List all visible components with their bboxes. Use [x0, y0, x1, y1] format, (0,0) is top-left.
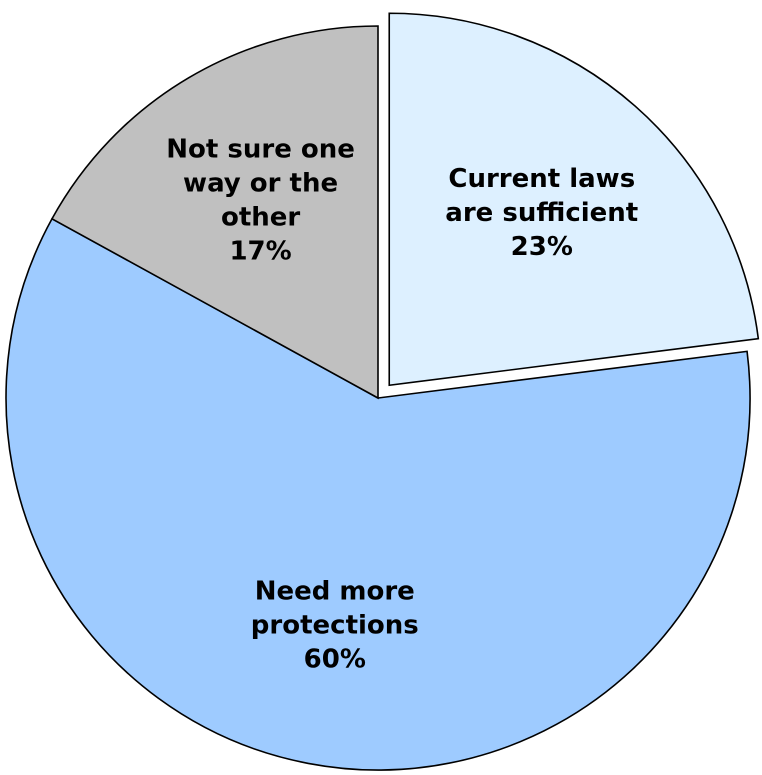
pie-slice-2 — [50, 25, 379, 400]
pie-slice-label-2: Not sure one way or the other 17% — [166, 134, 355, 266]
slice-name-line: protections — [251, 611, 419, 641]
slice-name-line: other — [221, 202, 300, 232]
pie-slice-label-0: Current laws are sufficient 23% — [445, 164, 638, 262]
slice-name-line: Not sure one — [166, 134, 355, 164]
pie-slice-1 — [5, 217, 751, 771]
pie-slice-0 — [388, 12, 760, 387]
slice-name-line: are sufficient — [445, 198, 638, 228]
pie-slice-label-1: Need more protections 60% — [251, 577, 419, 675]
slice-value-label: 23% — [511, 232, 573, 262]
slice-name-line: Current laws — [448, 164, 635, 194]
slice-value-label: 60% — [304, 645, 366, 675]
slice-value-label: 17% — [229, 236, 291, 266]
slice-name-line: Need more — [255, 577, 415, 607]
slice-name-line: way or the — [183, 168, 338, 198]
